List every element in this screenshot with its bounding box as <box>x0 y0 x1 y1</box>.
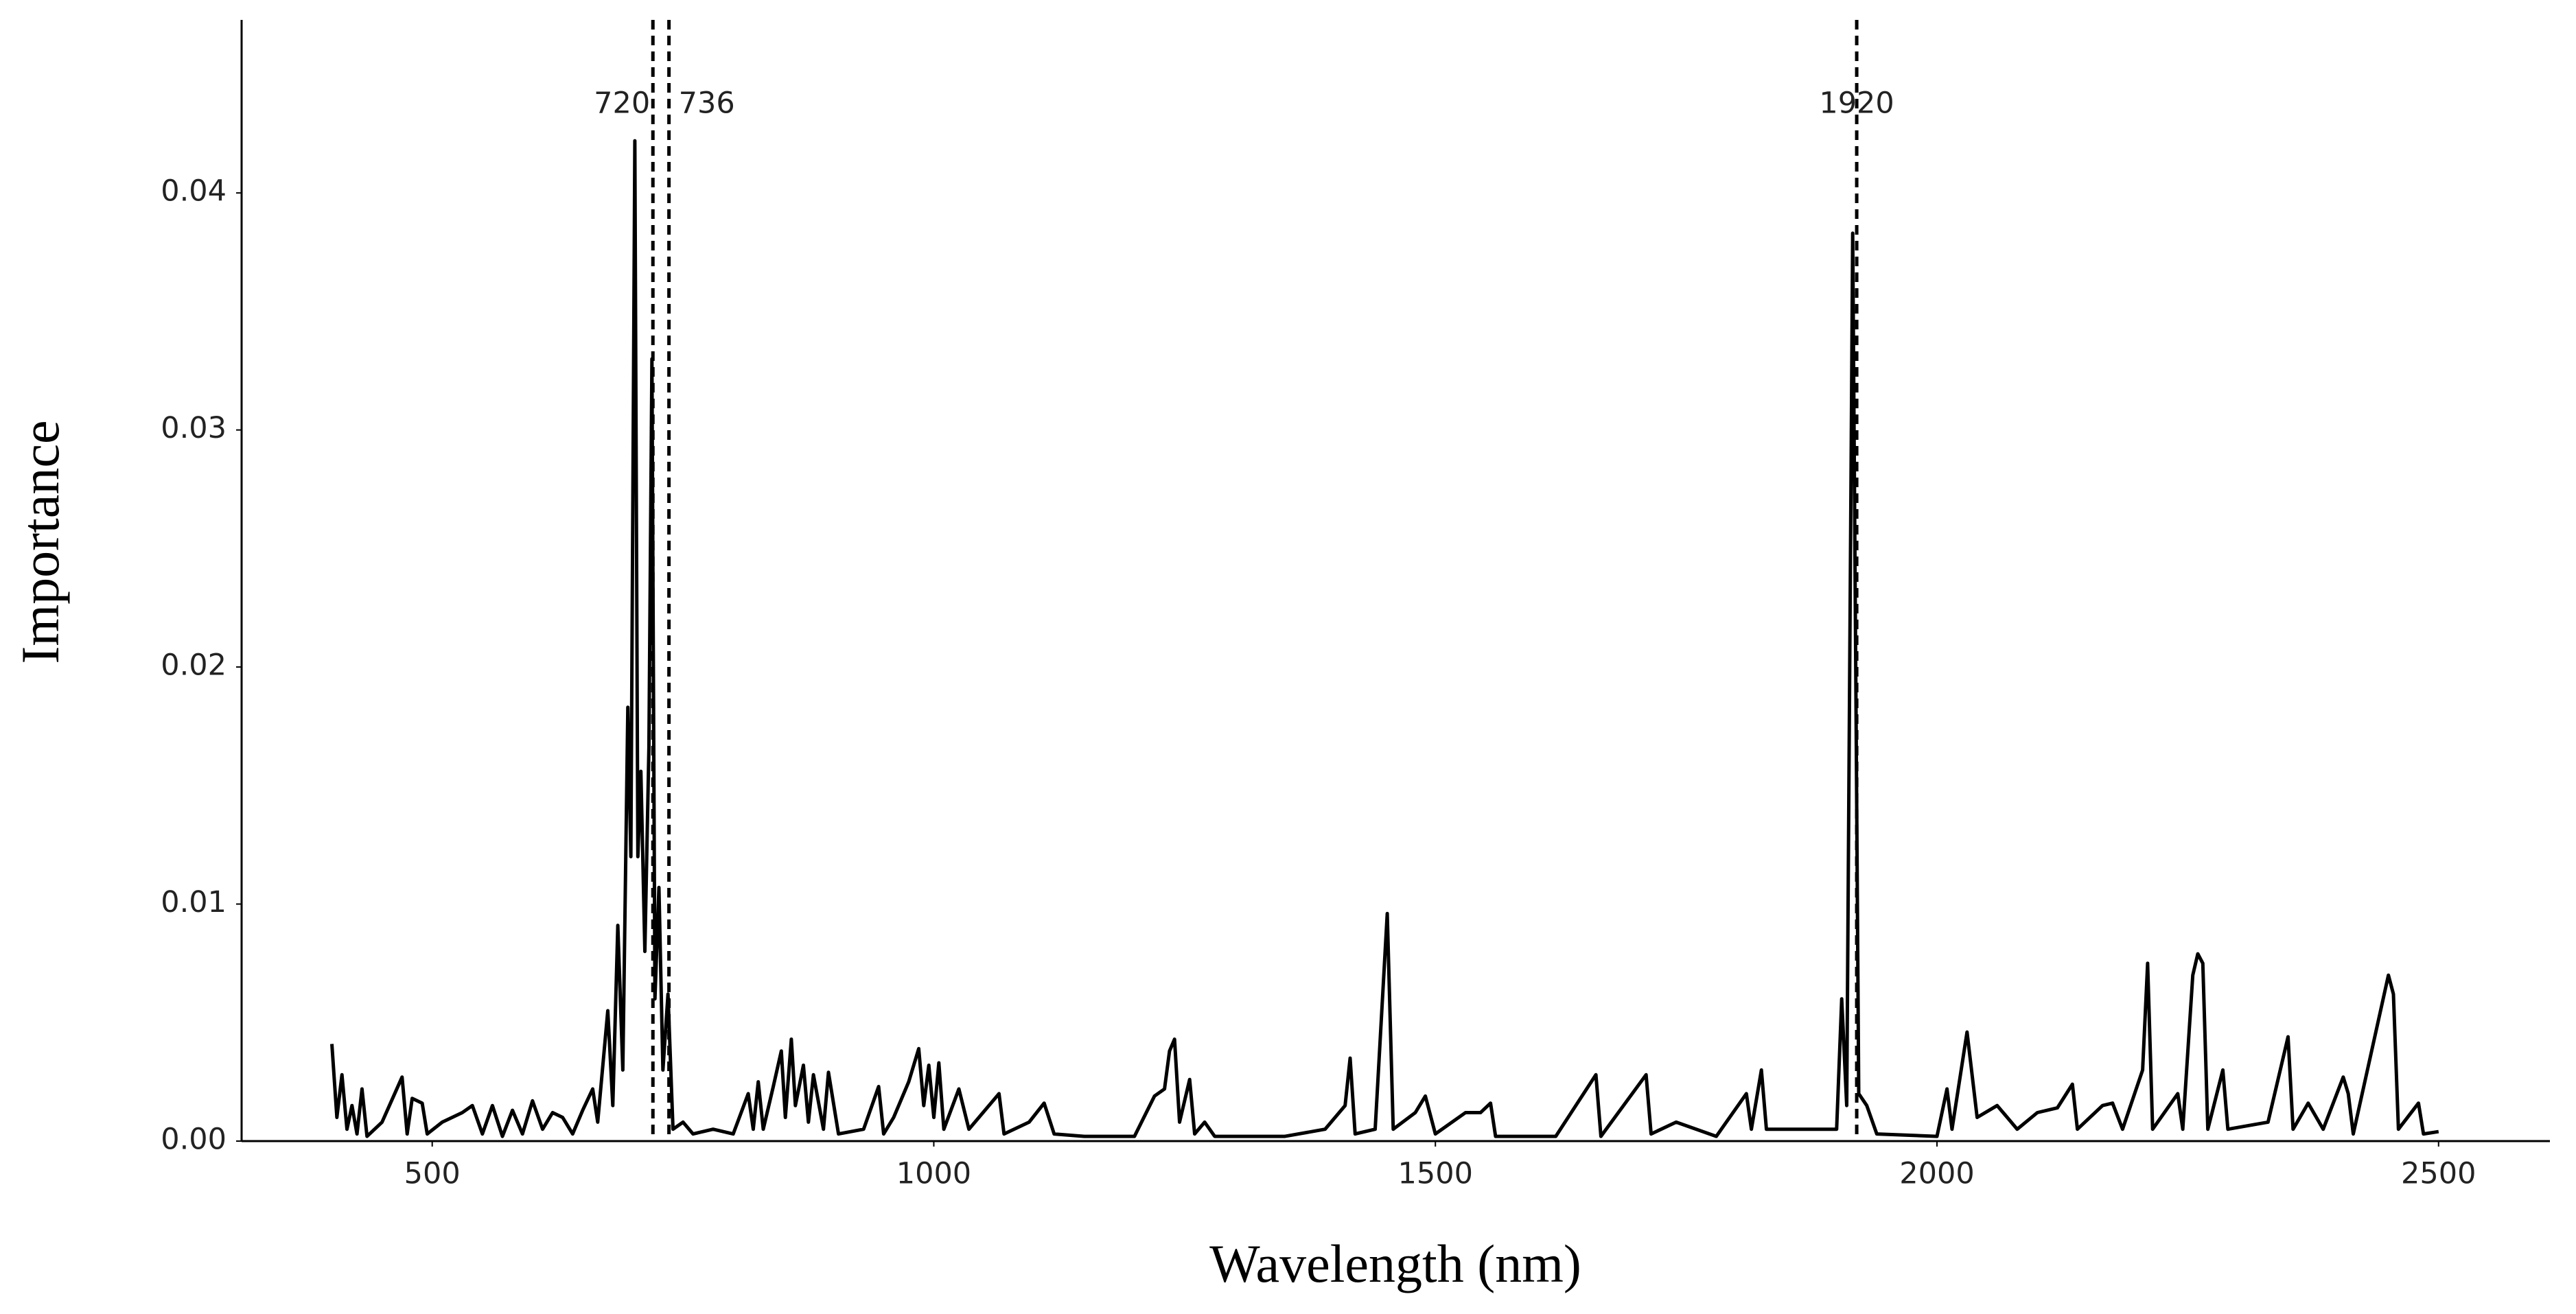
y-tick-label: 0.02 <box>161 648 227 683</box>
y-axis-title: Importance <box>10 420 70 664</box>
y-tick-label: 0.04 <box>161 174 227 209</box>
reference-label: 1920 <box>1819 86 1894 121</box>
x-axis-title: Wavelength (nm) <box>1209 1234 1581 1293</box>
y-tick-label: 0.01 <box>161 885 227 919</box>
x-tick-label: 2500 <box>2401 1157 2476 1191</box>
reference-label: 720 <box>594 86 650 121</box>
x-tick-label: 2000 <box>1899 1157 1974 1191</box>
x-tick-label: 1500 <box>1398 1157 1473 1191</box>
importance-line <box>330 139 2439 1138</box>
x-tick-label: 500 <box>404 1157 461 1191</box>
x-tick-label: 1000 <box>896 1157 971 1191</box>
y-tick-label: 0.00 <box>161 1123 227 1157</box>
y-tick-label: 0.03 <box>161 411 227 445</box>
reference-label: 736 <box>679 86 735 121</box>
